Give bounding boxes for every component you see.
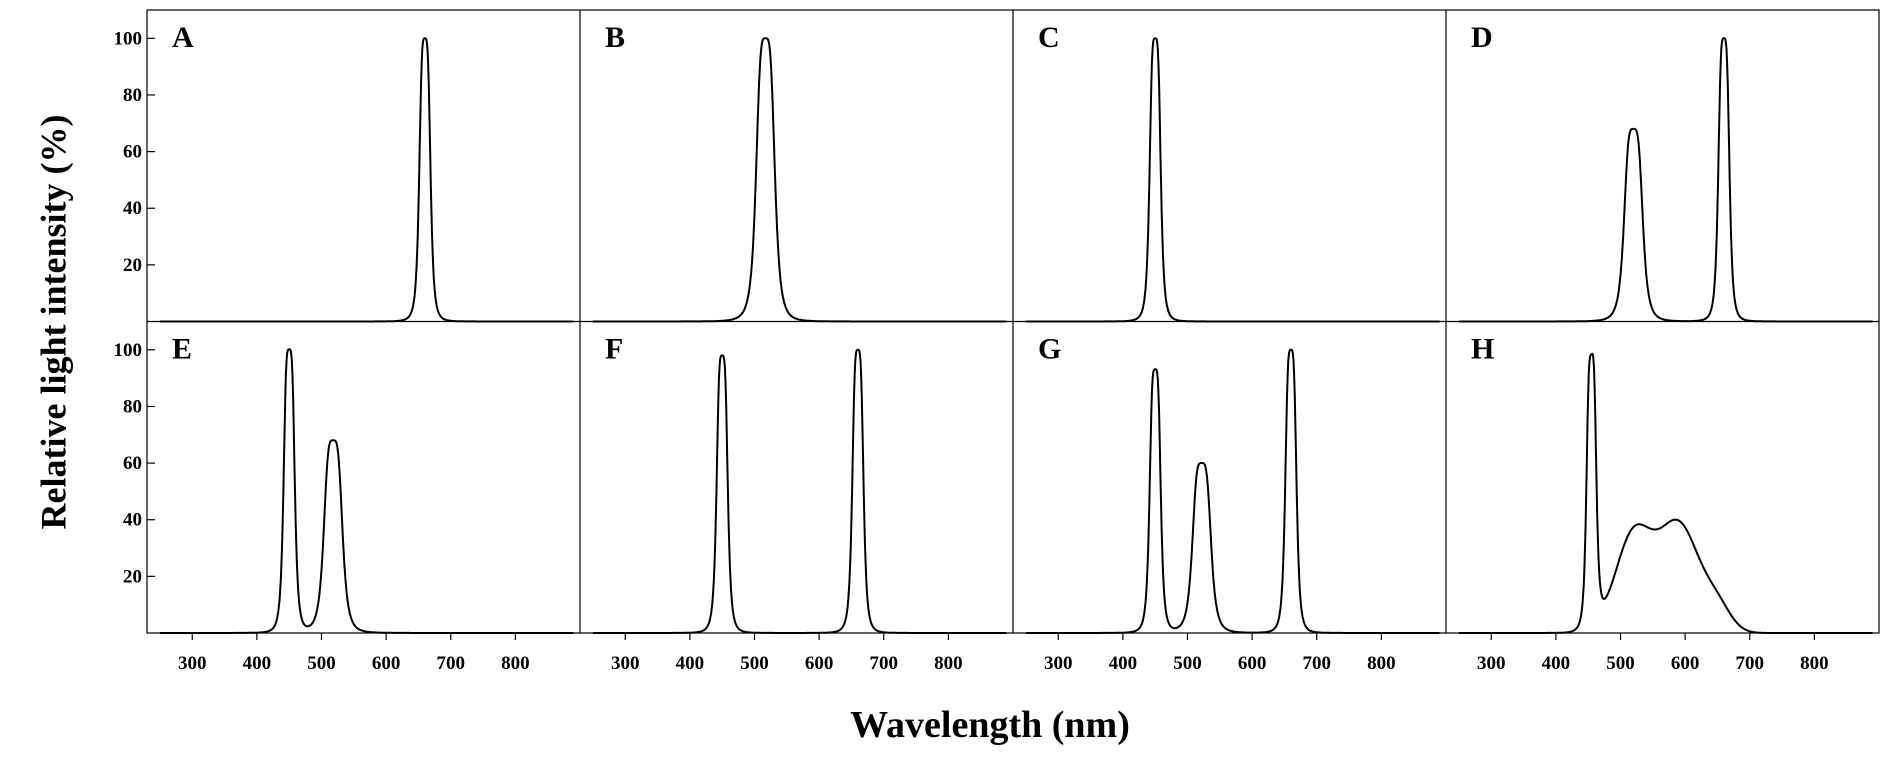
spectrum-line xyxy=(592,348,1007,634)
x-tick-label: 800 xyxy=(934,653,963,674)
x-tick-label: 500 xyxy=(1173,653,1202,674)
x-tick-label: 400 xyxy=(243,653,272,674)
x-tick-label: 600 xyxy=(1238,653,1267,674)
x-tick-label: 800 xyxy=(1800,653,1829,674)
x-tick-label: 700 xyxy=(1302,653,1331,674)
spectrum-line xyxy=(1458,37,1873,323)
spectrum-line xyxy=(1025,348,1440,634)
x-tick-label: 400 xyxy=(676,653,705,674)
panel-label: C xyxy=(1038,21,1060,54)
x-axis-label: Wavelength (nm) xyxy=(850,704,1130,746)
panel-label: F xyxy=(605,333,623,366)
spectrum-line xyxy=(1458,352,1873,634)
y-tick-label: 40 xyxy=(123,510,142,531)
x-tick-label: 600 xyxy=(1671,653,1700,674)
x-tick-label: 400 xyxy=(1109,653,1138,674)
y-tick-label: 80 xyxy=(123,85,142,106)
x-tick-label: 600 xyxy=(805,653,834,674)
y-tick-label: 60 xyxy=(123,453,142,474)
y-tick-label: 20 xyxy=(123,255,142,276)
y-tick-label: 40 xyxy=(123,198,142,219)
x-tick-label: 500 xyxy=(1606,653,1635,674)
panel-a: A 20 40 60 80 100 xyxy=(114,21,574,323)
panel-d: D xyxy=(1458,21,1873,323)
y-tick-label: 60 xyxy=(123,142,142,163)
x-tick-label: 800 xyxy=(501,653,530,674)
x-tick-label: 300 xyxy=(611,653,640,674)
panel-e: E 20 40 60 80 100 300 400 500 600 700 800 xyxy=(114,333,574,674)
spectrum-line xyxy=(1025,37,1440,323)
x-tick-label: 500 xyxy=(740,653,769,674)
panel-label: A xyxy=(172,21,194,54)
spectrum-line xyxy=(159,348,574,634)
y-tick-label: 20 xyxy=(123,566,142,587)
y-tick-label: 100 xyxy=(114,340,143,361)
x-tick-label: 300 xyxy=(178,653,207,674)
panel-g: G 300 400 500 600 700 800 xyxy=(1025,333,1440,674)
x-tick-label: 500 xyxy=(307,653,336,674)
panel-f: F 300 400 500 600 700 800 xyxy=(592,333,1007,674)
panel-b: B xyxy=(592,21,1007,323)
spectrum-line xyxy=(159,37,574,323)
panel-h: H 300 400 500 600 700 800 xyxy=(1458,333,1873,674)
x-tick-label: 600 xyxy=(372,653,401,674)
panel-c: C xyxy=(1025,21,1440,323)
panel-label: E xyxy=(172,333,192,366)
x-tick-label: 700 xyxy=(869,653,898,674)
x-tick-label: 400 xyxy=(1542,653,1571,674)
panel-label: D xyxy=(1471,21,1493,54)
y-axis-label: Relative light intensity (%) xyxy=(33,115,73,530)
y-tick-label: 80 xyxy=(123,396,142,417)
spectrum-line xyxy=(592,37,1007,323)
panel-label: B xyxy=(605,21,625,54)
x-tick-label: 700 xyxy=(1735,653,1764,674)
y-tick-label: 100 xyxy=(114,28,143,49)
panel-label: G xyxy=(1038,333,1061,366)
panel-grid: A 20 40 60 80 100 B C D E 20 40 60 80 100 300 400 500 600 7… xyxy=(114,9,1880,674)
x-tick-label: 300 xyxy=(1477,653,1506,674)
x-tick-label: 700 xyxy=(436,653,465,674)
x-tick-label: 800 xyxy=(1367,653,1396,674)
panel-label: H xyxy=(1471,333,1494,366)
x-tick-label: 300 xyxy=(1044,653,1073,674)
